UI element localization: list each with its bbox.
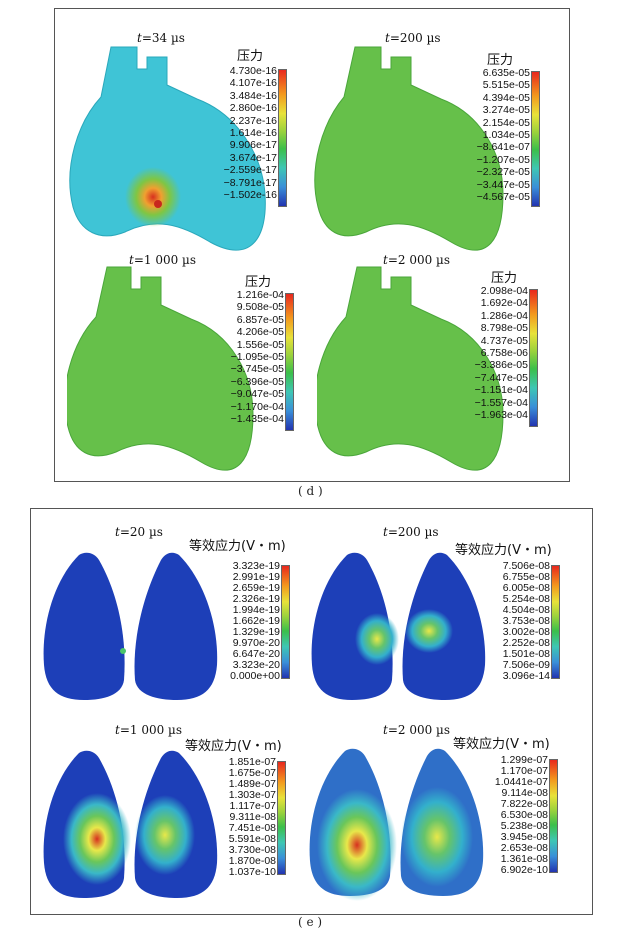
colorbar-ticks-d1: 4.730e-16 4.107e-16 3.484e-16 2.860e-16 2.23… — [223, 65, 277, 202]
time-label-d1: t=34 µs — [137, 31, 185, 45]
colorbar-ticks-e3: 1.851e-07 1.675e-07 1.489e-07 1.303e-07 1.11… — [228, 756, 276, 878]
figure-d-heart-pressure: t=34 µs 压力 4.730e-16 4.107e-16 3.484e-16 2.… — [54, 8, 570, 482]
colorbar-e4 — [549, 759, 558, 873]
colorbar-ticks-e1: 3.323e-19 2.991e-19 2.659e-19 2.326e-19 1.99… — [230, 560, 280, 682]
lung-model-t200 — [311, 552, 486, 700]
legend-title-d2: 压力 — [487, 53, 514, 68]
colorbar-ticks-e2: 7.506e-08 6.755e-08 6.005e-08 5.254e-08 4.50… — [502, 560, 550, 682]
heart-model-t200 — [314, 46, 504, 251]
colorbar-ticks-e4: 1.299e-07 1.170e-07 1.0441e-07 9.114e-08 7.8… — [494, 754, 548, 876]
lung-model-t1000 — [43, 750, 218, 898]
colorbar-e2 — [551, 565, 560, 679]
colorbar-d1 — [278, 69, 287, 207]
figure-e-caption: ( e ) — [298, 915, 323, 929]
heart-model-t34 — [69, 46, 266, 251]
legend-title-e4: 等效应力(V・m) — [453, 737, 550, 752]
figure-d-caption: ( d ) — [298, 484, 323, 498]
colorbar-ticks-d4: 2.098e-04 1.692e-04 1.286e-04 8.798e-05 4.73… — [474, 285, 528, 422]
legend-title-d1: 压力 — [237, 49, 264, 64]
legend-title-d3: 压力 — [245, 275, 272, 290]
legend-title-e2: 等效应力(V・m) — [455, 543, 552, 558]
colorbar-d2 — [531, 71, 540, 207]
time-label-e3: t=1 000 µs — [115, 723, 183, 737]
colorbar-e3 — [277, 761, 286, 875]
colorbar-ticks-d2: 6.635e-05 5.515e-05 4.394e-05 3.274e-05 2.15… — [476, 67, 530, 204]
lung-model-t2000 — [309, 748, 484, 901]
heart-model-t1000 — [67, 266, 254, 471]
time-label-e1: t=20 µs — [115, 525, 163, 539]
time-label-e4: t=2 000 µs — [383, 723, 451, 737]
legend-title-e3: 等效应力(V・m) — [185, 739, 282, 754]
colorbar-ticks-d3: 1.216e-04 9.508e-05 6.857e-05 4.206e-05 1.55… — [230, 289, 284, 426]
time-label-d4: t=2 000 µs — [383, 253, 451, 267]
time-label-d2: t=200 µs — [385, 31, 441, 45]
colorbar-d4 — [529, 289, 538, 427]
time-label-e2: t=200 µs — [383, 525, 439, 539]
colorbar-e1 — [281, 565, 290, 679]
legend-title-d4: 压力 — [491, 271, 518, 286]
legend-title-e1: 等效应力(V・m) — [189, 539, 286, 554]
lung-model-t20 — [43, 552, 218, 700]
colorbar-d3 — [285, 293, 294, 431]
heart-model-t2000 — [317, 266, 504, 471]
figure-e-lung-stress: t=20 µs 等效应力(V・m) 3.323e-19 2.991e-19 2.65… — [30, 508, 593, 915]
time-label-d3: t=1 000 µs — [129, 253, 197, 267]
